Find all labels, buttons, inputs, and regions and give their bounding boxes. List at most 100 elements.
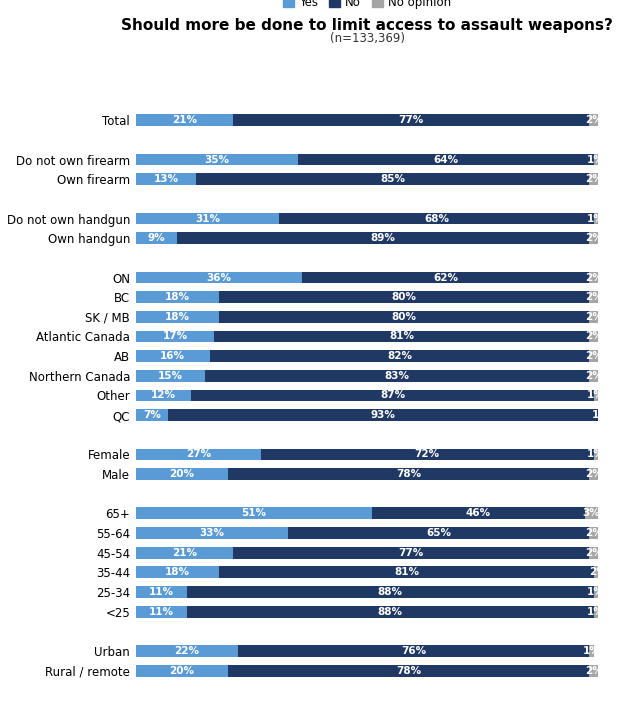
Bar [589, 350, 598, 362]
Bar [589, 546, 598, 559]
Text: 16%: 16% [160, 351, 185, 361]
Legend: Yes, No, No opinion: Yes, No, No opinion [283, 0, 451, 9]
Bar [594, 449, 598, 460]
Text: 78%: 78% [396, 666, 421, 676]
Bar [215, 331, 589, 342]
Bar [589, 272, 598, 283]
Text: 68%: 68% [424, 214, 449, 224]
Text: 13%: 13% [153, 174, 178, 184]
Text: 64%: 64% [433, 155, 458, 165]
Text: 18%: 18% [165, 567, 190, 577]
Bar [136, 508, 371, 519]
Bar [136, 114, 233, 126]
Bar [136, 311, 219, 323]
Bar [136, 331, 215, 342]
Bar [589, 232, 598, 244]
Bar [589, 468, 598, 480]
Text: 3%: 3% [582, 508, 600, 518]
Text: 1%: 1% [587, 214, 605, 224]
Text: 2%: 2% [585, 666, 603, 676]
Bar [371, 508, 585, 519]
Bar [136, 449, 260, 460]
Bar [297, 154, 594, 165]
Bar [589, 527, 598, 539]
Bar [228, 468, 589, 480]
Text: 1%: 1% [587, 155, 605, 165]
Text: 2%: 2% [585, 469, 603, 479]
Bar [186, 586, 594, 598]
Bar [219, 291, 589, 303]
Text: 65%: 65% [426, 528, 452, 538]
Text: 80%: 80% [392, 312, 416, 322]
Text: 81%: 81% [389, 331, 415, 342]
Text: 2%: 2% [585, 331, 603, 342]
Text: 76%: 76% [401, 646, 426, 656]
Bar [589, 370, 598, 382]
Text: 81%: 81% [394, 567, 419, 577]
Bar [594, 605, 598, 618]
Bar [136, 390, 191, 401]
Text: 7%: 7% [143, 410, 161, 420]
Text: 20%: 20% [170, 666, 194, 676]
Bar [136, 605, 186, 618]
Text: 35%: 35% [204, 155, 230, 165]
Bar [136, 272, 302, 283]
Bar [205, 370, 589, 382]
Bar [136, 173, 196, 186]
Bar [136, 586, 186, 598]
Bar [136, 645, 238, 657]
Bar [196, 173, 589, 186]
Text: 17%: 17% [162, 331, 188, 342]
Text: 1%: 1% [592, 410, 610, 420]
Text: 2%: 2% [585, 292, 603, 302]
Text: 88%: 88% [378, 587, 403, 597]
Text: 18%: 18% [165, 292, 190, 302]
Bar [233, 114, 589, 126]
Text: 1%: 1% [582, 646, 600, 656]
Text: 22%: 22% [174, 646, 199, 656]
Bar [219, 567, 594, 578]
Bar [589, 114, 598, 126]
Text: 78%: 78% [396, 469, 421, 479]
Text: 2%: 2% [585, 548, 603, 558]
Text: 2%: 2% [585, 312, 603, 322]
Text: 20%: 20% [170, 469, 194, 479]
Text: 2%: 2% [585, 371, 603, 381]
Text: 9%: 9% [147, 233, 165, 243]
Text: 2%: 2% [590, 567, 607, 577]
Text: 21%: 21% [172, 115, 197, 125]
Text: 12%: 12% [151, 390, 176, 400]
Text: 2%: 2% [585, 351, 603, 361]
Bar [589, 291, 598, 303]
Text: 11%: 11% [149, 607, 174, 617]
Text: 27%: 27% [186, 449, 211, 459]
Bar [594, 213, 598, 224]
Bar [136, 350, 210, 362]
Bar [136, 154, 297, 165]
Bar [594, 567, 603, 578]
Bar [594, 390, 598, 401]
Text: 83%: 83% [384, 371, 410, 381]
Bar [136, 468, 228, 480]
Text: 11%: 11% [149, 587, 174, 597]
Text: 89%: 89% [371, 233, 395, 243]
Text: 1%: 1% [587, 587, 605, 597]
Bar [186, 605, 594, 618]
Text: 2%: 2% [585, 233, 603, 243]
Text: 36%: 36% [207, 273, 231, 283]
Text: 51%: 51% [241, 508, 267, 518]
Text: 77%: 77% [399, 548, 424, 558]
Text: 2%: 2% [585, 115, 603, 125]
Bar [594, 586, 598, 598]
Bar [228, 665, 589, 677]
Bar [136, 232, 178, 244]
Text: 2%: 2% [585, 528, 603, 538]
Text: 85%: 85% [380, 174, 405, 184]
Text: 21%: 21% [172, 548, 197, 558]
Bar [238, 645, 589, 657]
Bar [233, 546, 589, 559]
Text: 1%: 1% [587, 449, 605, 459]
Text: 15%: 15% [158, 371, 183, 381]
Bar [136, 665, 228, 677]
Bar [594, 154, 598, 165]
